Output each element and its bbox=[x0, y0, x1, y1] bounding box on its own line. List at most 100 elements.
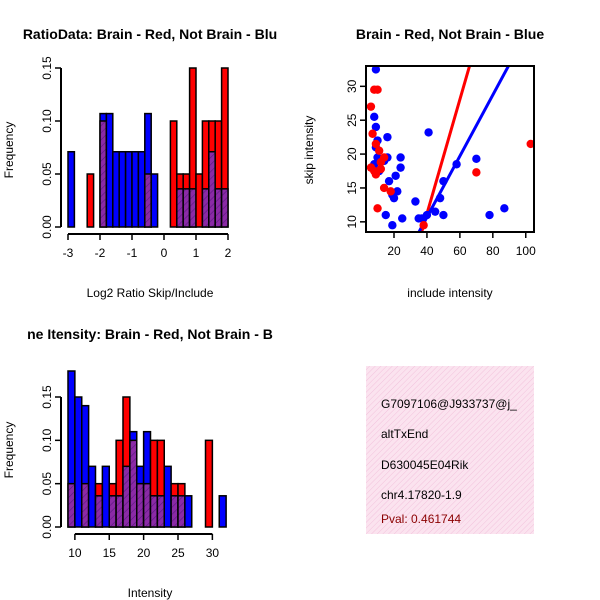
scatter-point-not-brain bbox=[396, 153, 405, 162]
intensity-hist-bar-overlap bbox=[67, 482, 76, 528]
scatter-point-not-brain bbox=[439, 176, 448, 186]
ratio-hist-bar-not-brain bbox=[150, 173, 159, 228]
scatter-x-tick-label: 60 bbox=[453, 244, 467, 258]
scatter-point-not-brain bbox=[435, 193, 445, 203]
ratio-histogram-xlabel: Log2 Ratio Skip/Include bbox=[87, 286, 214, 300]
scatter-point-not-brain bbox=[393, 187, 402, 196]
ratio-hist-x-tick-label: 1 bbox=[193, 246, 200, 260]
ratio-hist-bar-brain bbox=[86, 173, 95, 228]
scatter-point-not-brain bbox=[439, 210, 448, 220]
intensity-hist-bar-not-brain bbox=[184, 495, 193, 528]
scatter-point-not-brain bbox=[389, 193, 399, 203]
scatter-point-brain bbox=[386, 187, 395, 196]
scatter-point-not-brain bbox=[398, 214, 407, 223]
scatter-point-not-brain bbox=[422, 210, 432, 220]
scatter-point-not-brain bbox=[411, 197, 420, 206]
ratio-histogram-title: RatioData: Brain - Red, Not Brain - Blu bbox=[23, 26, 277, 42]
ratio-hist-bar-not-brain bbox=[131, 150, 140, 228]
scatter-point-not-brain bbox=[381, 210, 390, 220]
info-box-background bbox=[366, 366, 534, 534]
intensity-histogram-xlabel: Intensity bbox=[128, 586, 173, 600]
intensity-hist-bar-overlap bbox=[142, 482, 152, 528]
scatter-x-tick-label: 20 bbox=[387, 244, 401, 258]
ratio-histogram-ylabel: Frequency bbox=[2, 122, 16, 179]
ratio-hist-bar-overlap bbox=[201, 188, 210, 228]
ratio-hist-bar-not-brain bbox=[118, 150, 127, 228]
ratio-hist-x-tick-label: 2 bbox=[225, 246, 232, 260]
scatter-point-brain bbox=[472, 168, 481, 177]
ratio-hist-bar-not-brain bbox=[112, 150, 120, 228]
intensity-hist-bar-overlap bbox=[170, 495, 179, 528]
scatter-point-not-brain bbox=[371, 66, 381, 74]
scatter-point-not-brain bbox=[388, 221, 397, 230]
scatter-xlabel: include intensity bbox=[407, 286, 492, 300]
ratio-hist-y-tick-label: 0.10 bbox=[40, 109, 54, 133]
ratio-hist-bar-overlap bbox=[208, 150, 216, 228]
scatter-y-tick-label: 30 bbox=[345, 79, 359, 93]
ratio-hist-bar-brain bbox=[169, 120, 178, 228]
intensity-hist-bar-overlap bbox=[136, 482, 145, 528]
scatter-point-brain bbox=[376, 158, 386, 167]
intensity-hist-bar-not-brain bbox=[218, 495, 227, 528]
intensity-hist-bar-overlap bbox=[149, 495, 159, 528]
scatter-point-brain bbox=[419, 221, 428, 230]
ratio-hist-bar-overlap bbox=[99, 120, 108, 228]
scatter-point-brain bbox=[526, 139, 534, 149]
event-info-panel: G7097106@J933737@j_ altTxEnd D630045E04R… bbox=[366, 366, 534, 534]
locus-text: chr4.17820-1.9 bbox=[381, 488, 462, 502]
scatter-point-brain bbox=[368, 129, 377, 138]
scatter-x-tick-label: 100 bbox=[516, 244, 536, 258]
scatter-x-tick-label: 80 bbox=[486, 244, 500, 258]
scatter-plot-area bbox=[366, 66, 534, 232]
scatter-point-brain bbox=[373, 85, 382, 94]
scatter-point-not-brain bbox=[424, 128, 433, 137]
ratio-hist-bar-not-brain bbox=[67, 150, 76, 228]
scatter-y-tick-label: 25 bbox=[345, 113, 359, 127]
ratio-hist-bar-not-brain bbox=[105, 112, 114, 228]
ratio-hist-y-tick-label: 0.00 bbox=[40, 215, 54, 239]
scatter-point-brain bbox=[366, 102, 376, 111]
intensity-hist-y-tick-label: 0.00 bbox=[40, 515, 54, 539]
ratio-hist-x-tick-label: -2 bbox=[95, 246, 106, 260]
scatter-point-not-brain bbox=[500, 204, 509, 213]
scatter-ylabel: skip intensity bbox=[302, 116, 316, 185]
scatter-point-not-brain bbox=[430, 207, 440, 216]
intensity-hist-bar-not-brain bbox=[87, 465, 97, 528]
ratio-hist-bar-not-brain bbox=[137, 150, 146, 228]
ratio-hist-x-tick-label: -3 bbox=[63, 246, 74, 260]
ratio-hist-y-tick-label: 0.05 bbox=[40, 162, 54, 186]
scatter-point-not-brain bbox=[472, 154, 481, 164]
intensity-hist-bar-overlap bbox=[94, 495, 104, 528]
scatter-point-not-brain bbox=[396, 163, 405, 172]
intensity-hist-bar-not-brain bbox=[74, 396, 83, 528]
scatter-title: Brain - Red, Not Brain - Blue bbox=[356, 26, 544, 42]
scatter-point-not-brain bbox=[452, 160, 461, 169]
scatter-point-not-brain bbox=[384, 176, 394, 186]
intensity-hist-x-tick-label: 30 bbox=[206, 546, 220, 560]
intensity-hist-bar-overlap bbox=[81, 482, 90, 528]
scatter-point-not-brain bbox=[391, 171, 400, 180]
scatter-point-brain bbox=[371, 170, 381, 179]
intensity-hist-x-tick-label: 20 bbox=[137, 546, 151, 560]
ratio-hist-x-tick-label: -1 bbox=[127, 246, 138, 260]
ratio-hist-y-tick-label: 0.15 bbox=[40, 56, 54, 80]
scatter-y-tick-label: 10 bbox=[345, 215, 359, 229]
scatter-point-brain bbox=[379, 183, 389, 193]
ratio-hist-bar-overlap bbox=[220, 188, 229, 228]
scatter-point-brain bbox=[374, 146, 384, 155]
intensity-hist-bar-overlap bbox=[177, 495, 186, 528]
gene-name-text: D630045E04Rik bbox=[381, 458, 469, 472]
scatter-point-brain bbox=[371, 139, 381, 149]
ratio-hist-bar-overlap bbox=[188, 188, 197, 228]
ratio-hist-bar-overlap bbox=[144, 173, 152, 228]
intensity-hist-bar-overlap bbox=[129, 439, 138, 528]
ratio-histogram: RatioData: Brain - Red, Not Brain - Blu … bbox=[2, 26, 277, 300]
intensity-hist-y-tick-label: 0.05 bbox=[40, 472, 54, 496]
scatter-point-not-brain bbox=[383, 132, 392, 142]
scatter-point-brain bbox=[376, 164, 386, 174]
intensity-hist-x-tick-label: 25 bbox=[171, 546, 185, 560]
scatter-y-tick-label: 15 bbox=[345, 181, 359, 195]
intensity-hist-bar-brain bbox=[204, 439, 214, 528]
scatter-point-not-brain bbox=[370, 112, 379, 122]
